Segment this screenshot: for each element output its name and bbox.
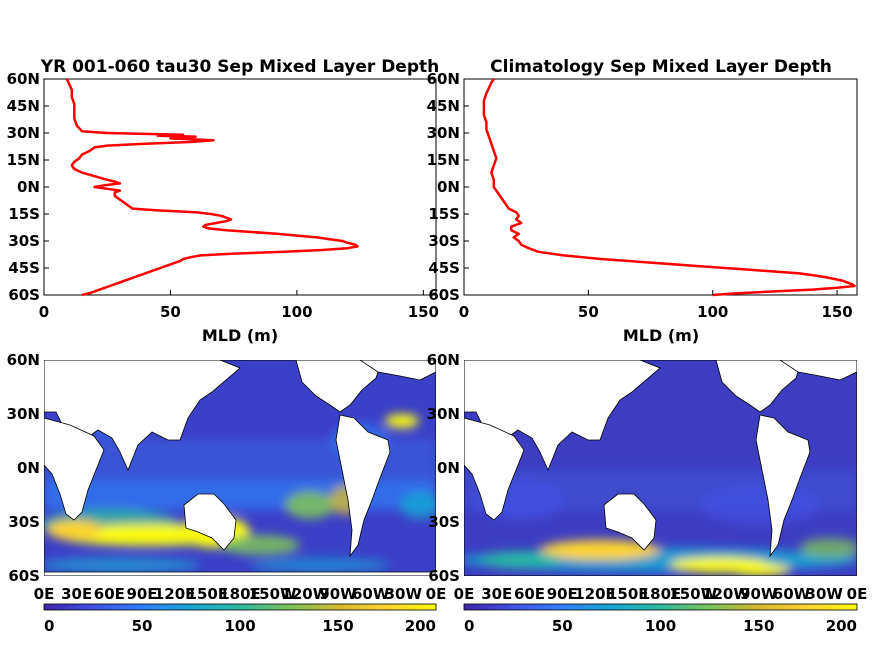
y-tick-label: 45N	[427, 97, 460, 115]
chart-title-model: YR 001-060 tau30 Sep Mixed Layer Depth	[40, 57, 439, 77]
colorbar-model	[43, 603, 437, 611]
map-lon-label: 30W	[806, 585, 844, 603]
y-tick-label: 60S	[428, 286, 460, 304]
map-lat-label: 30S	[8, 513, 40, 531]
map-lon-label: 150W	[249, 585, 297, 603]
colorbar-tick-label: 150	[322, 617, 353, 635]
map-lat-label: 0N	[17, 459, 40, 477]
y-tick-label: 30N	[427, 124, 460, 142]
map-lon-label: 180E	[640, 585, 682, 603]
x-tick-label: 150	[408, 303, 439, 321]
colorbar-tick-label: 150	[743, 617, 774, 635]
y-tick-label: 15S	[8, 205, 40, 223]
continents-climatology	[464, 360, 857, 558]
map-lon-label: 120E	[154, 585, 196, 603]
map-lat-label: 60S	[8, 567, 40, 585]
x-tick-label: 0	[39, 303, 49, 321]
profile-panel-model: YR 001-060 tau30 Sep Mixed Layer Depth 6…	[7, 57, 440, 345]
y-tick-label: 30S	[428, 232, 460, 250]
mld-field-patches-model	[44, 402, 436, 573]
map-lon-label: 60E	[514, 585, 545, 603]
colorbar-tick-label: 0	[464, 617, 474, 635]
y-tick-label: 60N	[427, 70, 460, 88]
x-tick-label: 50	[160, 303, 181, 321]
colorbar-climatology	[463, 603, 858, 611]
map-lon-label: 180E	[219, 585, 261, 603]
colorbar-tick-label: 200	[405, 617, 436, 635]
y-tick-label: 45S	[8, 259, 40, 277]
x-tick-label: 100	[697, 303, 728, 321]
y-tick-label: 60N	[7, 70, 40, 88]
map-lon-label: 120W	[702, 585, 750, 603]
map-lon-label: 90E	[126, 585, 157, 603]
x-tick-label: 0	[459, 303, 469, 321]
map-lon-label: 60W	[352, 585, 390, 603]
map-lon-label: 150W	[669, 585, 717, 603]
map-lon-label: 0E	[454, 585, 475, 603]
map-lat-label: 0N	[437, 459, 460, 477]
map-lat-label: 60N	[7, 351, 40, 369]
map-lat-label: 30N	[427, 405, 460, 423]
y-tick-label: 30S	[8, 232, 40, 250]
map-lon-label: 0E	[34, 585, 55, 603]
map-lat-label: 30S	[428, 513, 460, 531]
map-lon-label: 0E	[426, 585, 447, 603]
map-lon-label: 60E	[94, 585, 125, 603]
map-lat-label: 30N	[7, 405, 40, 423]
colorbar-tick-label: 100	[224, 617, 255, 635]
y-tick-label: 30N	[7, 124, 40, 142]
y-tick-label: 15N	[7, 151, 40, 169]
map-lon-label: 90E	[547, 585, 578, 603]
map-lon-label: 0E	[847, 585, 868, 603]
colorbar-tick-label: 50	[552, 617, 573, 635]
colorbar-tick-label: 100	[645, 617, 676, 635]
y-tick-label: 15N	[427, 151, 460, 169]
x-tick-label: 100	[281, 303, 312, 321]
y-tick-label: 60S	[8, 286, 40, 304]
map-lon-label: 90W	[319, 585, 357, 603]
map-lon-label: 30E	[481, 585, 512, 603]
map-lon-label: 120W	[281, 585, 329, 603]
map-lon-label: 60W	[773, 585, 811, 603]
map-lon-label: 90W	[740, 585, 778, 603]
colorbar-tick-label: 200	[826, 617, 857, 635]
continents-model	[44, 360, 436, 576]
map-lat-label: 60N	[427, 351, 460, 369]
map-lat-label: 60S	[428, 567, 460, 585]
x-axis-label-climatology: MLD (m)	[623, 326, 699, 345]
profile-panel-climatology: Climatology Sep Mixed Layer Depth 60N 45N…	[427, 57, 858, 345]
map-lon-label: 30E	[61, 585, 92, 603]
y-tick-label: 0N	[437, 178, 460, 196]
x-axis-label-model: MLD (m)	[202, 326, 278, 345]
map-lon-label: 150E	[607, 585, 649, 603]
map-lon-label: 150E	[187, 585, 229, 603]
mld-profile-line-climatology	[482, 78, 856, 297]
x-tick-label: 50	[578, 303, 599, 321]
map-lon-label: 30W	[385, 585, 423, 603]
chart-title-climatology: Climatology Sep Mixed Layer Depth	[490, 57, 832, 77]
y-tick-label: 15S	[428, 205, 460, 223]
y-tick-label: 45N	[7, 97, 40, 115]
colorbar-tick-label: 50	[132, 617, 153, 635]
map-lon-label: 120E	[574, 585, 616, 603]
x-tick-label: 150	[821, 303, 852, 321]
mld-profile-line-model	[65, 78, 359, 297]
y-tick-label: 0N	[17, 178, 40, 196]
y-tick-label: 45S	[428, 259, 460, 277]
colorbar-tick-label: 0	[44, 617, 54, 635]
